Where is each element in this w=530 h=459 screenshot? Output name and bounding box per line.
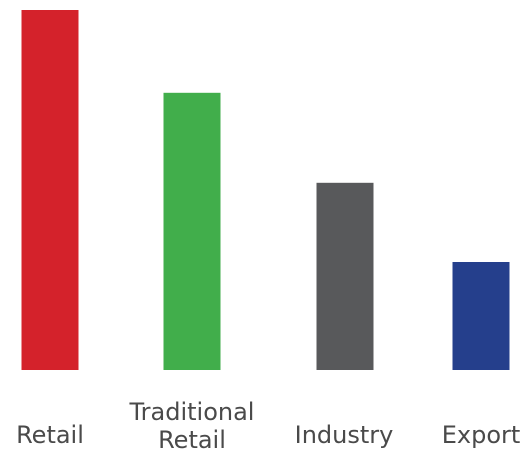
bar-industry — [316, 182, 374, 370]
category-label-traditional-retail: Traditional Retail — [129, 398, 255, 454]
bar-export — [452, 262, 510, 370]
category-label-export: Export — [442, 421, 521, 449]
bars-layer — [21, 10, 510, 371]
bar-retail — [21, 10, 79, 370]
category-label-retail: Retail — [16, 421, 84, 449]
category-label-industry: Industry — [295, 421, 394, 449]
category-labels-layer: Retail Traditional Retail Industry Export — [16, 398, 520, 454]
bar-traditional-retail — [163, 92, 221, 371]
